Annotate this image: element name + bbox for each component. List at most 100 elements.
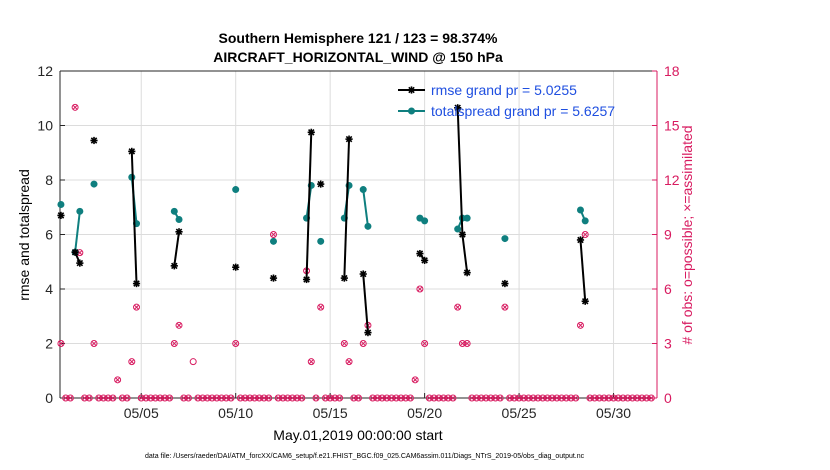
obs-assimilated-marker bbox=[468, 394, 476, 402]
obs-assimilated-marker bbox=[184, 394, 192, 402]
obs-assimilated-marker bbox=[553, 394, 561, 402]
legend-spread-marker bbox=[408, 107, 415, 115]
y2-tick-label: 12 bbox=[664, 172, 680, 188]
rmse-point bbox=[90, 136, 98, 145]
x-tick-label: 05/25 bbox=[502, 405, 537, 421]
obs-assimilated-marker bbox=[435, 394, 443, 402]
y2-tick-label: 15 bbox=[664, 118, 680, 134]
obs-assimilated-marker bbox=[336, 394, 344, 402]
obs-assimilated-marker bbox=[62, 394, 70, 402]
obs-assimilated-marker bbox=[123, 394, 131, 402]
obs-assimilated-marker bbox=[643, 394, 651, 402]
obs-assimilated-marker bbox=[430, 394, 438, 402]
obs-assimilated-marker bbox=[628, 394, 636, 402]
x-tick-label: 05/10 bbox=[218, 405, 253, 421]
obs-count-markers bbox=[57, 103, 655, 402]
obs-assimilated-marker bbox=[605, 394, 613, 402]
legend-rmse-label: rmse grand pr = 5.0255 bbox=[431, 82, 577, 98]
obs-assimilated-marker bbox=[444, 394, 452, 402]
rmse-point bbox=[307, 128, 315, 136]
totalspread-point bbox=[359, 186, 367, 194]
obs-assimilated-marker bbox=[222, 394, 230, 402]
rmse-point bbox=[454, 104, 462, 112]
obs-assimilated-marker bbox=[624, 394, 632, 402]
obs-assimilated-marker bbox=[350, 394, 358, 402]
obs-assimilated-marker bbox=[610, 394, 618, 402]
rmse-point bbox=[359, 270, 367, 278]
obs-assimilated-marker bbox=[397, 394, 405, 402]
y-tick-label: 12 bbox=[37, 63, 53, 79]
y-axis-label: rmse and totalspread bbox=[16, 169, 32, 301]
obs-assimilated-marker bbox=[321, 394, 329, 402]
obs-assimilated-marker bbox=[298, 394, 306, 402]
obs-assimilated-marker bbox=[137, 394, 145, 402]
obs-assimilated-marker bbox=[340, 340, 348, 347]
totalspread-point bbox=[317, 237, 325, 245]
obs-assimilated-marker bbox=[265, 394, 273, 402]
chart-subtitle: AIRCRAFT_HORIZONTAL_WIND @ 150 hPa bbox=[213, 49, 503, 65]
y-tick-label: 6 bbox=[45, 227, 53, 243]
y-tick-label: 8 bbox=[45, 172, 53, 188]
obs-assimilated-marker bbox=[529, 394, 537, 402]
obs-assimilated-marker bbox=[99, 394, 107, 402]
obs-assimilated-marker bbox=[218, 394, 226, 402]
y2-tick-label: 3 bbox=[664, 336, 672, 352]
obs-assimilated-marker bbox=[440, 394, 448, 402]
obs-assimilated-marker bbox=[501, 303, 509, 311]
rmse-point bbox=[302, 275, 311, 284]
obs-assimilated-marker bbox=[345, 358, 353, 366]
legend: rmse grand pr = 5.0255 totalspread grand… bbox=[398, 82, 615, 119]
x-axis-label: May.01,2019 00:00:00 start bbox=[273, 427, 443, 443]
obs-assimilated-marker bbox=[647, 394, 655, 402]
obs-assimilated-marker bbox=[392, 394, 400, 402]
obs-assimilated-marker bbox=[473, 394, 481, 402]
obs-assimilated-marker bbox=[104, 394, 112, 402]
obs-assimilated-marker bbox=[388, 394, 396, 402]
obs-assimilated-marker bbox=[255, 394, 263, 402]
obs-assimilated-marker bbox=[600, 394, 608, 402]
obs-assimilated-marker bbox=[251, 394, 259, 402]
obs-assimilated-marker bbox=[90, 340, 98, 347]
obs-assimilated-marker bbox=[383, 394, 391, 402]
obs-assimilated-marker bbox=[326, 394, 334, 402]
totalspread-point bbox=[269, 237, 277, 245]
y-tick-label: 4 bbox=[45, 281, 53, 297]
rmse-point bbox=[269, 274, 278, 282]
totalspread-point bbox=[232, 186, 240, 194]
legend-rmse-marker bbox=[407, 86, 416, 94]
rmse-line bbox=[305, 132, 313, 280]
obs-assimilated-marker bbox=[638, 394, 646, 402]
obs-assimilated-marker bbox=[506, 394, 514, 402]
obs-assimilated-marker bbox=[241, 394, 249, 402]
rmse-point bbox=[463, 269, 471, 277]
obs-assimilated-marker bbox=[539, 394, 547, 402]
obs-assimilated-marker bbox=[496, 394, 504, 402]
obs-assimilated-marker bbox=[66, 394, 74, 402]
obs-assimilated-marker bbox=[203, 394, 211, 402]
obs-assimilated-marker bbox=[406, 394, 414, 402]
obs-assimilated-marker bbox=[208, 394, 216, 402]
totalspread-point bbox=[57, 201, 65, 209]
obs-assimilated-marker bbox=[515, 394, 523, 402]
rmse-point bbox=[232, 263, 240, 271]
totalspread-point bbox=[581, 217, 589, 225]
obs-assimilated-marker bbox=[128, 358, 136, 366]
obs-assimilated-marker bbox=[312, 394, 320, 402]
data-file-footer: data file: /Users/raeder/DAI/ATM_forcXX/… bbox=[145, 453, 585, 460]
y2-axis-label: # of obs: o=possible; ×=assimilated bbox=[679, 125, 695, 344]
totalspread-line bbox=[362, 189, 369, 227]
totalspread-point bbox=[454, 225, 462, 233]
rmse-line bbox=[173, 231, 181, 266]
obs-assimilated-marker bbox=[411, 376, 419, 384]
rmse-point bbox=[317, 180, 325, 188]
series-lines bbox=[57, 104, 589, 337]
rmse-point bbox=[132, 279, 141, 288]
obs-assimilated-marker bbox=[525, 394, 533, 402]
obs-assimilated-marker bbox=[81, 394, 89, 402]
y2-tick-label: 18 bbox=[664, 63, 680, 79]
obs-assimilated-marker bbox=[109, 394, 117, 402]
rmse-line bbox=[130, 151, 138, 284]
obs-assimilated-marker bbox=[534, 394, 542, 402]
obs-assimilated-marker bbox=[279, 394, 287, 402]
